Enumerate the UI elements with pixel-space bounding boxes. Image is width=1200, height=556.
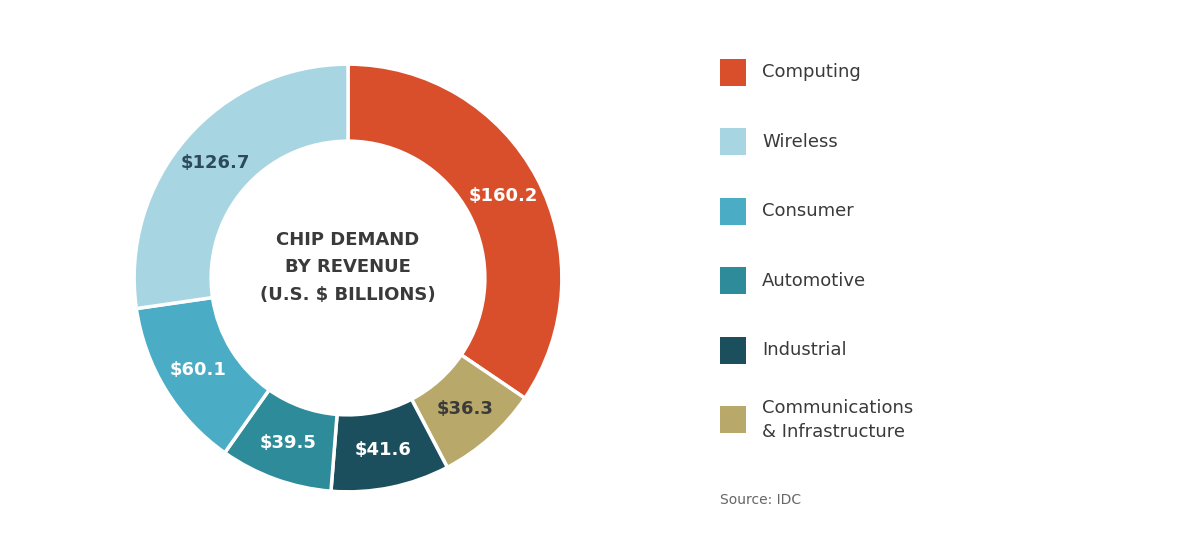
Text: $41.6: $41.6 <box>355 441 412 459</box>
Text: Source: IDC: Source: IDC <box>720 493 802 508</box>
Wedge shape <box>331 399 448 492</box>
Text: $36.3: $36.3 <box>437 400 493 418</box>
Text: $60.1: $60.1 <box>170 361 227 379</box>
Wedge shape <box>137 297 269 453</box>
Text: & Infrastructure: & Infrastructure <box>762 423 905 441</box>
Text: $126.7: $126.7 <box>181 154 250 172</box>
Wedge shape <box>224 390 337 491</box>
Text: Wireless: Wireless <box>762 133 838 151</box>
Wedge shape <box>348 64 562 398</box>
Text: Industrial: Industrial <box>762 341 847 359</box>
Text: $160.2: $160.2 <box>468 187 538 205</box>
Text: Computing: Computing <box>762 63 860 81</box>
Wedge shape <box>412 355 524 468</box>
Wedge shape <box>134 64 348 309</box>
Text: $39.5: $39.5 <box>260 434 317 452</box>
Text: Consumer: Consumer <box>762 202 853 220</box>
Text: Automotive: Automotive <box>762 272 866 290</box>
Text: Communications: Communications <box>762 399 913 416</box>
Text: CHIP DEMAND
BY REVENUE
(U.S. $ BILLIONS): CHIP DEMAND BY REVENUE (U.S. $ BILLIONS) <box>260 231 436 304</box>
